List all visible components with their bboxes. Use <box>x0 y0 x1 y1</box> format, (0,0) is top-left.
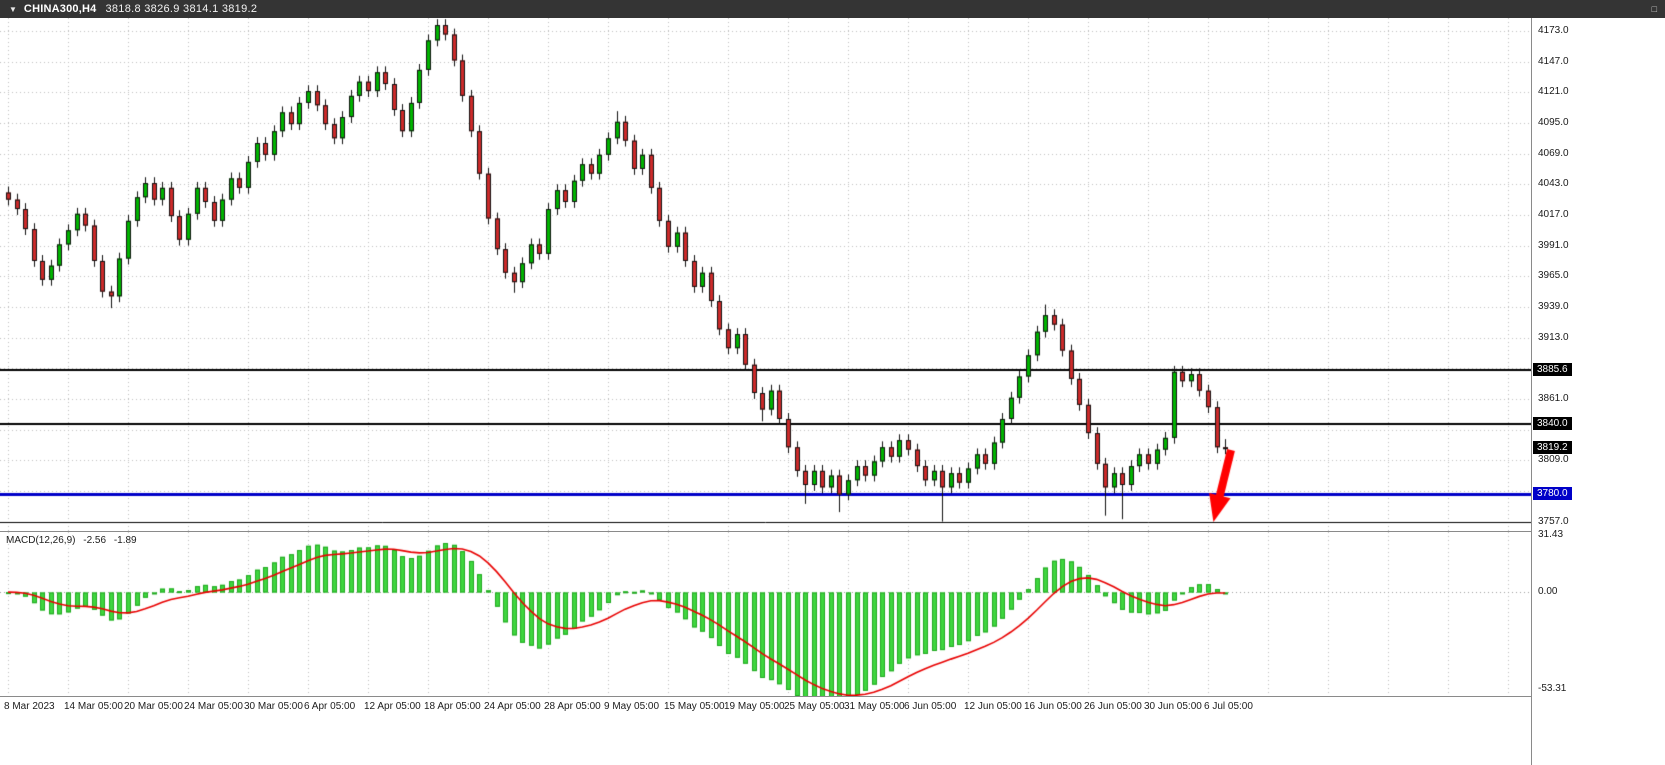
price-axis[interactable]: 4173.0 4147.0 4121.0 4095.0 4069.0 4043.0 4017… <box>1531 18 1665 765</box>
macd-signal-value: -1.89 <box>113 535 137 546</box>
chart-title-bar: ▼ CHINA300,H4 3818.8 3826.9 3814.1 3819.… <box>0 0 1665 18</box>
price-tick-label: 4017.0 <box>1538 208 1569 220</box>
macd-indicator-label: MACD(12,26,9) -2.56 -1.89 <box>6 535 137 546</box>
macd-indicator-canvas[interactable] <box>0 532 1531 696</box>
time-tick-label: 20 Mar 05:00 <box>124 701 183 712</box>
chart-symbol-label: CHINA300,H4 <box>23 3 97 15</box>
price-tick-label: 3809.0 <box>1538 454 1569 466</box>
time-tick-label: 15 May 05:00 <box>664 701 725 712</box>
price-level-badge: 3780.0 <box>1533 487 1572 501</box>
chart-ohlc-quotes: 3818.8 3826.9 3814.1 3819.2 <box>105 3 258 15</box>
macd-tick-label: -53.31 <box>1538 683 1567 695</box>
price-tick-label: 4043.0 <box>1538 178 1569 190</box>
macd-tick-label: 0.00 <box>1538 586 1558 598</box>
price-tick-label: 3913.0 <box>1538 331 1569 343</box>
price-tick-label: 4069.0 <box>1538 147 1569 159</box>
macd-main-value: -2.56 <box>83 535 107 546</box>
time-tick-label: 30 Jun 05:00 <box>1144 701 1202 712</box>
window-restore-icon[interactable]: □ <box>1651 4 1657 14</box>
time-tick-label: 9 May 05:00 <box>604 701 660 712</box>
price-tick-label: 3939.0 <box>1538 300 1569 312</box>
time-tick-label: 18 Apr 05:00 <box>424 701 481 712</box>
price-tick-label: 4095.0 <box>1538 116 1569 128</box>
time-tick-label: 24 Apr 05:00 <box>484 701 541 712</box>
time-tick-label: 19 May 05:00 <box>724 701 785 712</box>
time-tick-label: 31 May 05:00 <box>844 701 905 712</box>
macd-name: MACD(12,26,9) <box>6 535 76 546</box>
price-tick-label: 3757.0 <box>1538 515 1569 527</box>
price-tick-label: 4173.0 <box>1538 24 1569 36</box>
time-tick-label: 30 Mar 05:00 <box>244 701 303 712</box>
time-tick-label: 12 Jun 05:00 <box>964 701 1022 712</box>
time-axis[interactable]: 8 Mar 2023 14 Mar 05:00 20 Mar 05:00 24 Mar… <box>0 697 1531 717</box>
time-tick-label: 16 Jun 05:00 <box>1024 701 1082 712</box>
time-tick-label: 8 Mar 2023 <box>4 701 55 712</box>
time-tick-label: 6 Apr 05:00 <box>304 701 356 712</box>
price-tick-label: 4147.0 <box>1538 55 1569 67</box>
time-tick-label: 6 Jun 05:00 <box>904 701 957 712</box>
price-tick-label: 3991.0 <box>1538 239 1569 251</box>
price-level-badge: 3885.6 <box>1533 362 1572 376</box>
time-tick-label: 24 Mar 05:00 <box>184 701 243 712</box>
macd-tick-label: 31.43 <box>1538 528 1564 540</box>
price-level-badge: 3819.2 <box>1533 441 1572 455</box>
price-tick-label: 4121.0 <box>1538 86 1569 98</box>
time-tick-label: 14 Mar 05:00 <box>64 701 123 712</box>
time-tick-label: 12 Apr 05:00 <box>364 701 421 712</box>
time-tick-label: 28 Apr 05:00 <box>544 701 601 712</box>
price-level-badge: 3840.0 <box>1533 416 1572 430</box>
candlestick-chart-canvas[interactable] <box>0 18 1531 531</box>
price-tick-label: 3965.0 <box>1538 270 1569 282</box>
time-tick-label: 25 May 05:00 <box>784 701 845 712</box>
time-tick-label: 6 Jul 05:00 <box>1204 701 1253 712</box>
time-tick-label: 26 Jun 05:00 <box>1084 701 1142 712</box>
time-axis-separator <box>0 696 1531 697</box>
panel-separator[interactable] <box>0 531 1531 532</box>
price-tick-label: 3861.0 <box>1538 392 1569 404</box>
symbol-dropdown-icon[interactable]: ▼ <box>9 4 17 14</box>
